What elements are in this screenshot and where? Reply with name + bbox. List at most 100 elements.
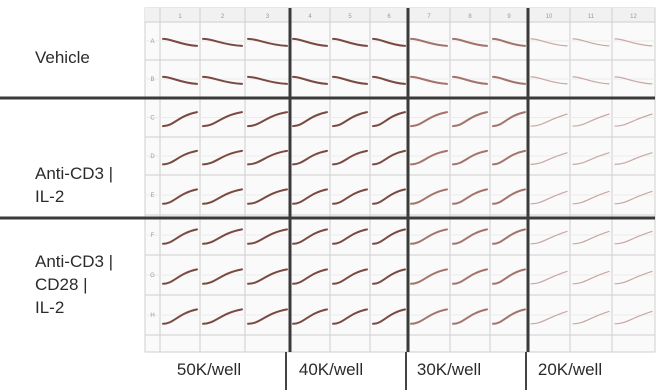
well-trace (162, 149, 198, 166)
well-trace (410, 149, 448, 166)
well-trace (332, 75, 368, 85)
well-trace (410, 308, 448, 325)
plate-row-letter: D (150, 154, 155, 160)
well-trace (372, 268, 406, 285)
well-trace (247, 111, 288, 128)
well-trace (572, 152, 610, 165)
well-trace (202, 111, 243, 128)
row-label-anti-cd3-il2: Anti-CD3 | IL-2 (35, 164, 114, 206)
plate-column-number: 6 (387, 14, 391, 20)
well-trace (247, 228, 288, 245)
plate-column-number: 1 (178, 14, 182, 20)
well-trace (410, 75, 448, 85)
plate-column-number: 12 (630, 14, 637, 20)
well-trace (292, 37, 328, 47)
well-trace (452, 308, 488, 325)
plate-column-number: 7 (427, 14, 431, 20)
row-label-anti-cd3-cd28-il2: Anti-CD3 | CD28 | IL-2 (35, 252, 114, 317)
well-trace (162, 37, 198, 47)
well-trace (492, 37, 526, 47)
well-trace (162, 75, 198, 85)
well-trace (247, 268, 288, 285)
well-trace (492, 308, 526, 325)
well-trace (572, 38, 610, 47)
col-label-40k: 40K/well (298, 360, 364, 379)
well-trace (410, 268, 448, 285)
well-trace (452, 268, 488, 285)
well-trace (614, 38, 653, 47)
well-trace (530, 38, 568, 47)
well-trace (292, 149, 328, 166)
plate-column-number: 9 (507, 14, 511, 20)
well-trace (202, 268, 243, 285)
well-trace (614, 230, 653, 245)
well-trace (492, 188, 526, 205)
well-trace (292, 228, 328, 245)
well-trace (572, 190, 610, 205)
well-trace (372, 111, 406, 128)
well-trace (492, 111, 526, 128)
well-trace (372, 37, 406, 47)
well-trace (247, 37, 288, 47)
well-trace (292, 308, 328, 325)
well-trace (372, 75, 406, 85)
col-label-30k: 30K/well (416, 360, 482, 379)
well-trace (572, 230, 610, 245)
well-trace (410, 228, 448, 245)
well-trace (202, 75, 243, 85)
well-trace (292, 75, 328, 85)
well-trace (452, 111, 488, 128)
well-trace (372, 149, 406, 166)
col-label-20k: 20K/well (537, 360, 603, 379)
col-separator (405, 352, 407, 390)
plate-row-letter: B (150, 77, 154, 83)
well-trace (202, 37, 243, 47)
well-trace (162, 308, 198, 325)
well-trace (202, 188, 243, 205)
plate-row-letter: E (150, 193, 154, 199)
well-trace (492, 228, 526, 245)
well-trace (332, 149, 368, 166)
well-trace (410, 37, 448, 47)
well-trace (372, 308, 406, 325)
well-trace (162, 268, 198, 285)
well-trace (572, 76, 610, 85)
well-trace (614, 113, 653, 127)
well-trace (614, 152, 653, 165)
well-trace (292, 188, 328, 205)
plate-column-number: 5 (348, 14, 352, 20)
well-trace (410, 188, 448, 205)
well-trace (332, 228, 368, 245)
plate-row-letter: C (150, 116, 155, 122)
well-trace (332, 268, 368, 285)
well-trace (332, 37, 368, 47)
well-trace (332, 188, 368, 205)
well-trace (247, 308, 288, 325)
well-trace (452, 228, 488, 245)
well-trace (452, 188, 488, 205)
well-trace (572, 270, 610, 285)
well-trace (614, 76, 653, 85)
well-trace (572, 113, 610, 127)
well-trace (530, 270, 568, 285)
well-trace (292, 111, 328, 128)
well-trace (614, 270, 653, 285)
well-trace (202, 149, 243, 166)
well-trace (614, 310, 653, 325)
well-trace (452, 149, 488, 166)
plate-row-letter: H (150, 313, 154, 319)
well-trace (492, 149, 526, 166)
well-trace (332, 308, 368, 325)
well-trace (530, 113, 568, 127)
well-trace (452, 75, 488, 85)
plate-row-letter: G (150, 273, 155, 279)
plate-column-number: 8 (468, 14, 472, 20)
well-trace (530, 190, 568, 205)
well-trace (162, 111, 198, 128)
well-trace (372, 188, 406, 205)
well-trace (332, 111, 368, 128)
well-trace (530, 310, 568, 325)
well-trace (530, 230, 568, 245)
col-separator (525, 352, 527, 390)
